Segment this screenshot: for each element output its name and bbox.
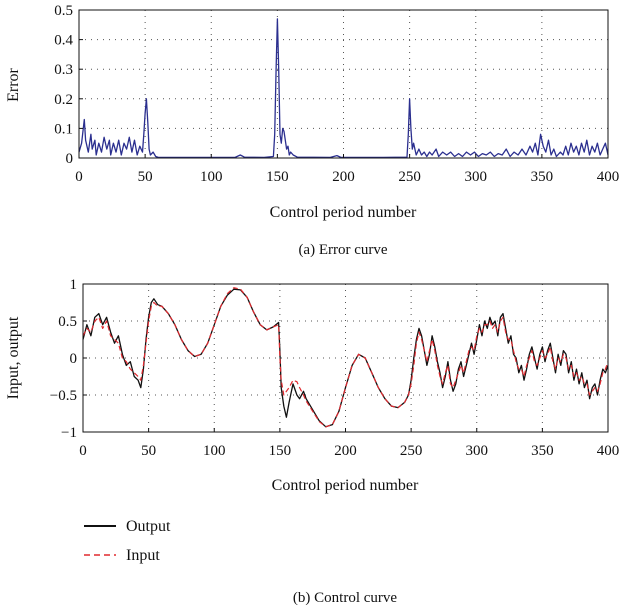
control-chart-x-label: Control period number bbox=[272, 477, 419, 494]
error-chart-frame bbox=[78, 9, 609, 159]
control-chart-x-ticks: 0 50 100 150 200 250 300 350 400 bbox=[79, 428, 619, 459]
error-chart-caption: (a) Error curve bbox=[298, 242, 387, 258]
x-tick-label: 400 bbox=[597, 443, 620, 459]
error-chart-x-ticks: 0 50 100 150 200 250 300 350 400 bbox=[75, 154, 619, 185]
x-tick-label: 50 bbox=[141, 443, 156, 459]
error-chart-y-label: Error bbox=[5, 67, 22, 101]
x-tick-label: 0 bbox=[75, 169, 83, 185]
x-tick-label: 50 bbox=[138, 169, 153, 185]
y-tick-label: 0 bbox=[70, 351, 78, 367]
x-tick-label: 150 bbox=[269, 443, 292, 459]
error-chart-grid bbox=[79, 10, 608, 158]
x-tick-label: 150 bbox=[266, 169, 289, 185]
input-series-line bbox=[82, 287, 609, 428]
y-tick-label: 0.3 bbox=[54, 62, 73, 78]
x-tick-label: 200 bbox=[334, 443, 357, 459]
y-tick-label: −0.5 bbox=[50, 388, 77, 404]
y-tick-label: −1 bbox=[61, 425, 77, 441]
x-tick-label: 300 bbox=[466, 443, 489, 459]
x-tick-label: 250 bbox=[398, 169, 421, 185]
y-tick-label: 0.4 bbox=[54, 33, 73, 49]
y-tick-label: 0.5 bbox=[54, 3, 73, 19]
control-chart-caption: (b) Control curve bbox=[293, 590, 397, 606]
control-chart: 0 50 100 150 200 250 300 350 400 1 0.5 0 −0.5 −1 Con… bbox=[5, 277, 619, 606]
x-tick-label: 300 bbox=[465, 169, 488, 185]
x-tick-label: 400 bbox=[597, 169, 620, 185]
error-chart-x-label: Control period number bbox=[270, 204, 417, 221]
control-chart-legend: Output Input bbox=[84, 518, 171, 564]
control-chart-y-label: Input, output bbox=[5, 316, 22, 399]
control-chart-series bbox=[82, 287, 609, 428]
error-chart-series bbox=[78, 18, 609, 159]
control-chart-y-ticks: 1 0.5 0 −0.5 −1 bbox=[50, 277, 87, 441]
legend-output-label: Output bbox=[126, 518, 171, 535]
error-series-line bbox=[78, 18, 609, 159]
x-tick-label: 250 bbox=[400, 443, 423, 459]
y-tick-label: 0 bbox=[66, 151, 74, 167]
y-tick-label: 1 bbox=[70, 277, 78, 293]
y-tick-label: 0.5 bbox=[58, 314, 77, 330]
y-tick-label: 0.1 bbox=[54, 121, 73, 137]
x-tick-label: 100 bbox=[200, 169, 223, 185]
x-tick-label: 350 bbox=[531, 443, 554, 459]
control-chart-grid bbox=[83, 284, 608, 432]
error-chart: 0 50 100 150 200 250 300 350 400 0 0.1 0.2 0.3 0.4 0.… bbox=[5, 3, 619, 258]
x-tick-label: 100 bbox=[203, 443, 226, 459]
x-tick-label: 0 bbox=[79, 443, 87, 459]
error-chart-y-ticks: 0 0.1 0.2 0.3 0.4 0.5 bbox=[54, 3, 83, 167]
y-tick-label: 0.2 bbox=[54, 92, 73, 108]
x-tick-label: 200 bbox=[332, 169, 355, 185]
x-tick-label: 350 bbox=[531, 169, 554, 185]
legend-input-label: Input bbox=[126, 547, 160, 564]
